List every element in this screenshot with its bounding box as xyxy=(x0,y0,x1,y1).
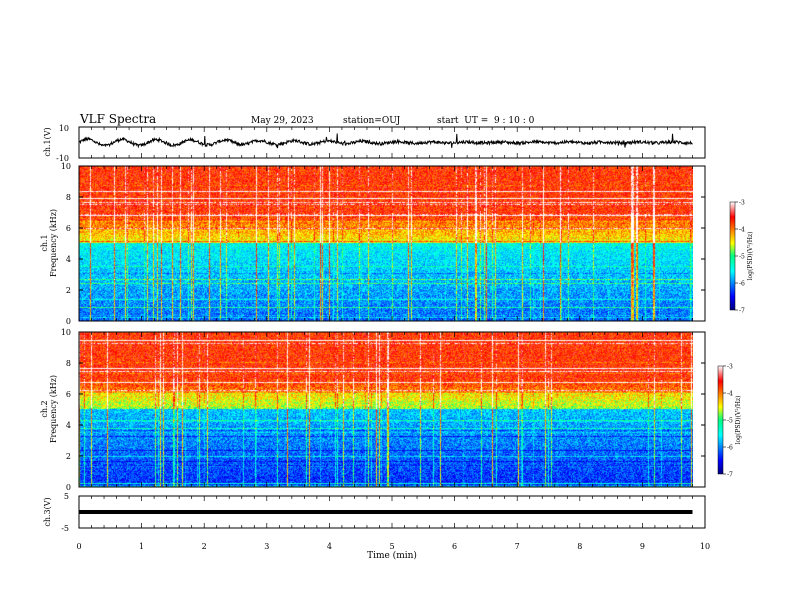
colorbar-tick-label: -7 xyxy=(739,308,745,315)
start-ut-label: start UT = 9 : 10 : 0 xyxy=(437,116,535,126)
ch1-spectrogram-ylabel-frequency: Frequency (kHz) xyxy=(49,209,58,277)
ch1-ytick-top: 10 xyxy=(59,124,69,133)
freq-tick-label: 8 xyxy=(66,193,71,202)
ch1-colorbar-ticks: -3 -4 -5 -6 -7 xyxy=(735,200,745,315)
date-label: May 29, 2023 xyxy=(251,116,314,126)
colorbar-tick-label: -4 xyxy=(739,227,745,234)
freq-tick-label: 10 xyxy=(61,162,71,171)
colorbar-tick-label: -3 xyxy=(727,364,733,371)
colorbar-tick-label: -6 xyxy=(739,281,745,288)
ch1-spectrogram-image xyxy=(79,166,693,321)
x-tick-label: 2 xyxy=(202,542,207,551)
colorbar-tick-label: -6 xyxy=(727,445,733,452)
x-tick-label: 4 xyxy=(327,542,332,551)
x-tick-label: 8 xyxy=(577,542,582,551)
colorbar-tick-label: -3 xyxy=(739,200,745,207)
ch1-ytick-bottom: -10 xyxy=(56,154,69,163)
ch1-spectrogram-yticks: 0 2 4 6 8 10 xyxy=(61,162,705,326)
ch2-spectrogram-ylabel-frequency: Frequency (kHz) xyxy=(49,375,58,443)
ch3-ytick-top: 5 xyxy=(64,492,69,501)
freq-tick-label: 6 xyxy=(66,224,71,233)
x-tick-label: 1 xyxy=(139,542,144,551)
ch2-colorbar xyxy=(717,365,724,475)
freq-tick-label: 4 xyxy=(66,255,71,264)
ch3-ytick-bottom: -5 xyxy=(61,524,69,533)
ch3-signal-ylabel: ch.3(V) xyxy=(43,497,52,526)
ch2-spectrogram-yticks: 0 2 4 6 8 10 xyxy=(61,328,705,492)
ch2-spectrogram-ylabel-channel: ch.2 xyxy=(40,400,49,417)
freq-tick-label: 8 xyxy=(66,359,71,368)
ch2-spectrogram-image xyxy=(79,332,693,487)
x-tick-label: 9 xyxy=(640,542,645,551)
ch1-colorbar xyxy=(729,201,736,311)
station-label: station=OUJ xyxy=(343,116,401,126)
x-tick-label: 10 xyxy=(700,542,710,551)
x-axis-tick-labels: 0 1 2 3 4 5 6 7 8 9 10 xyxy=(76,542,710,551)
colorbar-tick-label: -4 xyxy=(727,391,733,398)
freq-tick-label: 2 xyxy=(66,452,71,461)
ch1-waveform-ylabel: ch.1(V) xyxy=(43,127,52,156)
ch3-signal-panel: 5 -5 ch.3(V) xyxy=(43,492,706,533)
ch2-colorbar-ticks: -3 -4 -5 -6 -7 xyxy=(723,364,733,479)
x-tick-label: 6 xyxy=(452,542,457,551)
ch1-colorbar-label: log(PSD)(V²/Hz) xyxy=(747,232,754,281)
x-axis-ticks xyxy=(78,127,706,528)
colorbar-tick-label: -5 xyxy=(739,254,745,261)
ch1-spectrogram-ylabel-channel: ch.1 xyxy=(40,234,49,251)
ch1-waveform-line xyxy=(78,133,693,149)
x-tick-label: 5 xyxy=(389,542,394,551)
x-axis-label: Time (min) xyxy=(367,550,417,561)
ch1-waveform-panel: 10 -10 ch.1(V) xyxy=(43,124,706,163)
freq-tick-label: 10 xyxy=(61,328,71,337)
colorbar-tick-label: -5 xyxy=(727,418,733,425)
x-tick-label: 3 xyxy=(264,542,269,551)
freq-tick-label: 4 xyxy=(66,421,71,430)
x-tick-label: 0 xyxy=(76,542,81,551)
freq-tick-label: 0 xyxy=(66,317,71,326)
freq-tick-label: 2 xyxy=(66,286,71,295)
freq-tick-label: 6 xyxy=(66,390,71,399)
freq-tick-label: 0 xyxy=(66,483,71,492)
colorbar-tick-label: -7 xyxy=(727,472,733,479)
ch2-colorbar-label: log(PSD)(V²/Hz) xyxy=(735,396,742,445)
ch3-signal-line xyxy=(79,510,693,514)
figure-title: VLF Spectra xyxy=(79,112,156,126)
x-tick-label: 7 xyxy=(515,542,520,551)
